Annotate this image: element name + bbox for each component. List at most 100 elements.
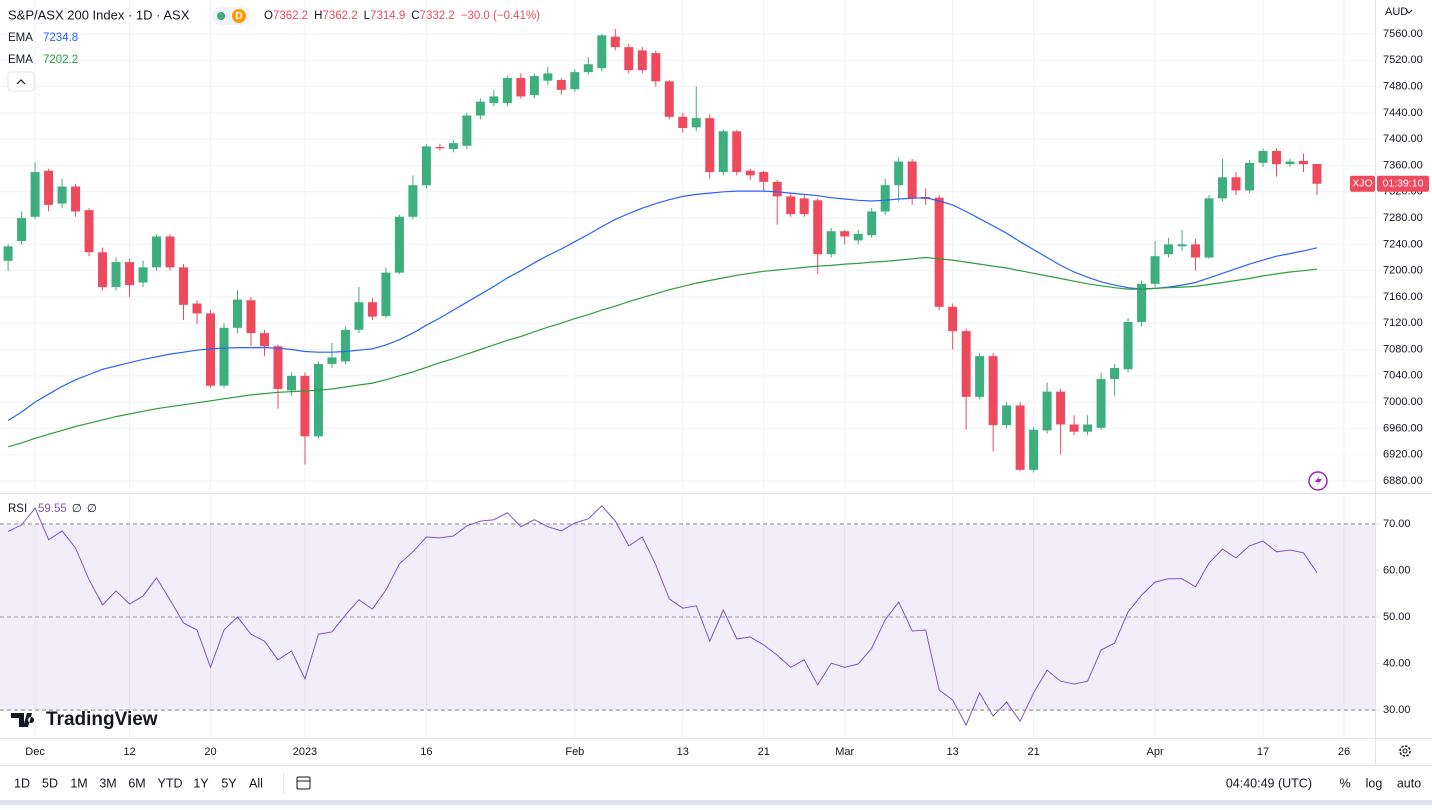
rsi-legend-extra: ∅ xyxy=(87,503,97,515)
range-button[interactable]: 1Y xyxy=(193,776,209,790)
candle-body xyxy=(934,197,944,307)
candle-body xyxy=(705,118,715,173)
candle-body xyxy=(259,333,269,347)
candle-body xyxy=(1298,160,1308,165)
scale-option[interactable]: auto xyxy=(1397,776,1421,790)
range-button[interactable]: 5Y xyxy=(221,776,237,790)
rsi-legend-name[interactable]: RSI xyxy=(8,503,27,515)
candle-body xyxy=(1015,405,1025,470)
candle-body xyxy=(340,329,350,362)
rsi-legend: 59.55 ∅ ∅ xyxy=(38,503,97,515)
candle-body xyxy=(1002,405,1012,426)
x-tick-label: Mar xyxy=(835,746,854,758)
candle-body xyxy=(435,147,445,149)
candle-body xyxy=(354,302,364,330)
candle-body xyxy=(313,364,323,437)
scale-option[interactable]: log xyxy=(1366,776,1383,790)
rsi-tick-label: 40.00 xyxy=(1383,657,1411,669)
goto-date-button[interactable] xyxy=(296,776,311,790)
y-tick-label: 7000.00 xyxy=(1383,396,1423,408)
x-tick-label: 2023 xyxy=(293,746,317,758)
rsi-tick-label: 30.00 xyxy=(1383,704,1411,716)
legend-value: 7234.8 xyxy=(43,32,78,44)
candle-body xyxy=(1069,424,1079,432)
candle-body xyxy=(853,233,863,241)
utc-time[interactable]: 04:40:49 (UTC) xyxy=(1226,776,1312,790)
candle-body xyxy=(975,356,985,397)
y-tick-label: 7240.00 xyxy=(1383,238,1423,250)
legend-name[interactable]: EMA xyxy=(8,32,33,44)
candle-body xyxy=(327,357,337,365)
alert-icon[interactable] xyxy=(1308,471,1328,491)
candle-body xyxy=(273,346,283,389)
range-button[interactable]: 5D xyxy=(42,776,58,790)
candle-body xyxy=(732,131,742,173)
candle-body xyxy=(691,118,701,128)
x-tick-label: 12 xyxy=(123,746,135,758)
rsi-tick-label: 50.00 xyxy=(1383,611,1411,623)
candle-body xyxy=(84,210,94,253)
candle-body xyxy=(179,267,189,305)
candle-body xyxy=(759,172,769,182)
candle-body xyxy=(840,231,850,237)
legend: EMA 7234.8 EMA 7202.2 RSI 59.55 ∅ ∅ xyxy=(8,32,97,515)
range-button[interactable]: 3M xyxy=(99,776,116,790)
candle-body xyxy=(1096,379,1106,428)
candle-body xyxy=(786,196,796,215)
candle-body xyxy=(826,231,836,255)
candle-body xyxy=(543,73,553,81)
market-status-dot xyxy=(217,12,225,20)
candle-body xyxy=(597,35,607,69)
y-tick-label: 7040.00 xyxy=(1383,370,1423,382)
candle-body xyxy=(772,181,782,197)
range-button[interactable]: 6M xyxy=(128,776,145,790)
candle-body xyxy=(1164,244,1174,255)
ohlc-key: O xyxy=(264,10,273,22)
x-tick-label: 26 xyxy=(1338,746,1350,758)
y-tick-label: 7080.00 xyxy=(1383,343,1423,355)
rsi-tick-label: 70.00 xyxy=(1383,518,1411,530)
scale-option[interactable]: % xyxy=(1339,776,1350,790)
y-tick-label: 7280.00 xyxy=(1383,212,1423,224)
candle-body xyxy=(651,53,661,82)
candle-body xyxy=(799,198,809,215)
y-tick-label: 7560.00 xyxy=(1383,28,1423,40)
candle-body xyxy=(98,252,108,288)
currency-label[interactable]: AUD xyxy=(1385,6,1408,18)
candle-body xyxy=(907,161,917,199)
candle-body xyxy=(17,218,27,242)
ohlc-key: H xyxy=(314,10,322,22)
range-button[interactable]: 1D xyxy=(14,776,30,790)
candle-body xyxy=(367,302,377,317)
countdown-bg xyxy=(1377,175,1429,192)
candle-body xyxy=(867,211,877,236)
y-tick-label: 7120.00 xyxy=(1383,317,1423,329)
y-tick-label: 7520.00 xyxy=(1383,54,1423,66)
candle-body xyxy=(610,36,620,48)
settings-icon[interactable] xyxy=(1399,745,1411,757)
candle-body xyxy=(745,170,755,176)
candle-body xyxy=(894,161,904,186)
x-tick-label: 17 xyxy=(1257,746,1269,758)
candle-body xyxy=(556,80,566,90)
legend-name[interactable]: EMA xyxy=(8,54,33,66)
candle-body xyxy=(961,331,971,397)
candle-body xyxy=(1231,177,1241,191)
candle-body xyxy=(948,306,958,332)
x-tick-label: 21 xyxy=(1027,746,1039,758)
x-tick-label: 13 xyxy=(947,746,959,758)
delay-badge-text: D xyxy=(235,11,242,22)
candle-body xyxy=(664,81,674,117)
candle-body xyxy=(1191,244,1201,258)
candle-body xyxy=(408,185,418,217)
range-button[interactable]: All xyxy=(249,776,263,790)
candle-body xyxy=(1258,151,1268,163)
candle-body xyxy=(1029,429,1039,470)
delay-badge xyxy=(232,9,246,23)
range-button[interactable]: 1M xyxy=(70,776,87,790)
range-button[interactable]: YTD xyxy=(158,776,183,790)
x-tick-label: 20 xyxy=(204,746,216,758)
collapse-legend-button[interactable] xyxy=(7,71,35,92)
y-tick-label: 7160.00 xyxy=(1383,291,1423,303)
